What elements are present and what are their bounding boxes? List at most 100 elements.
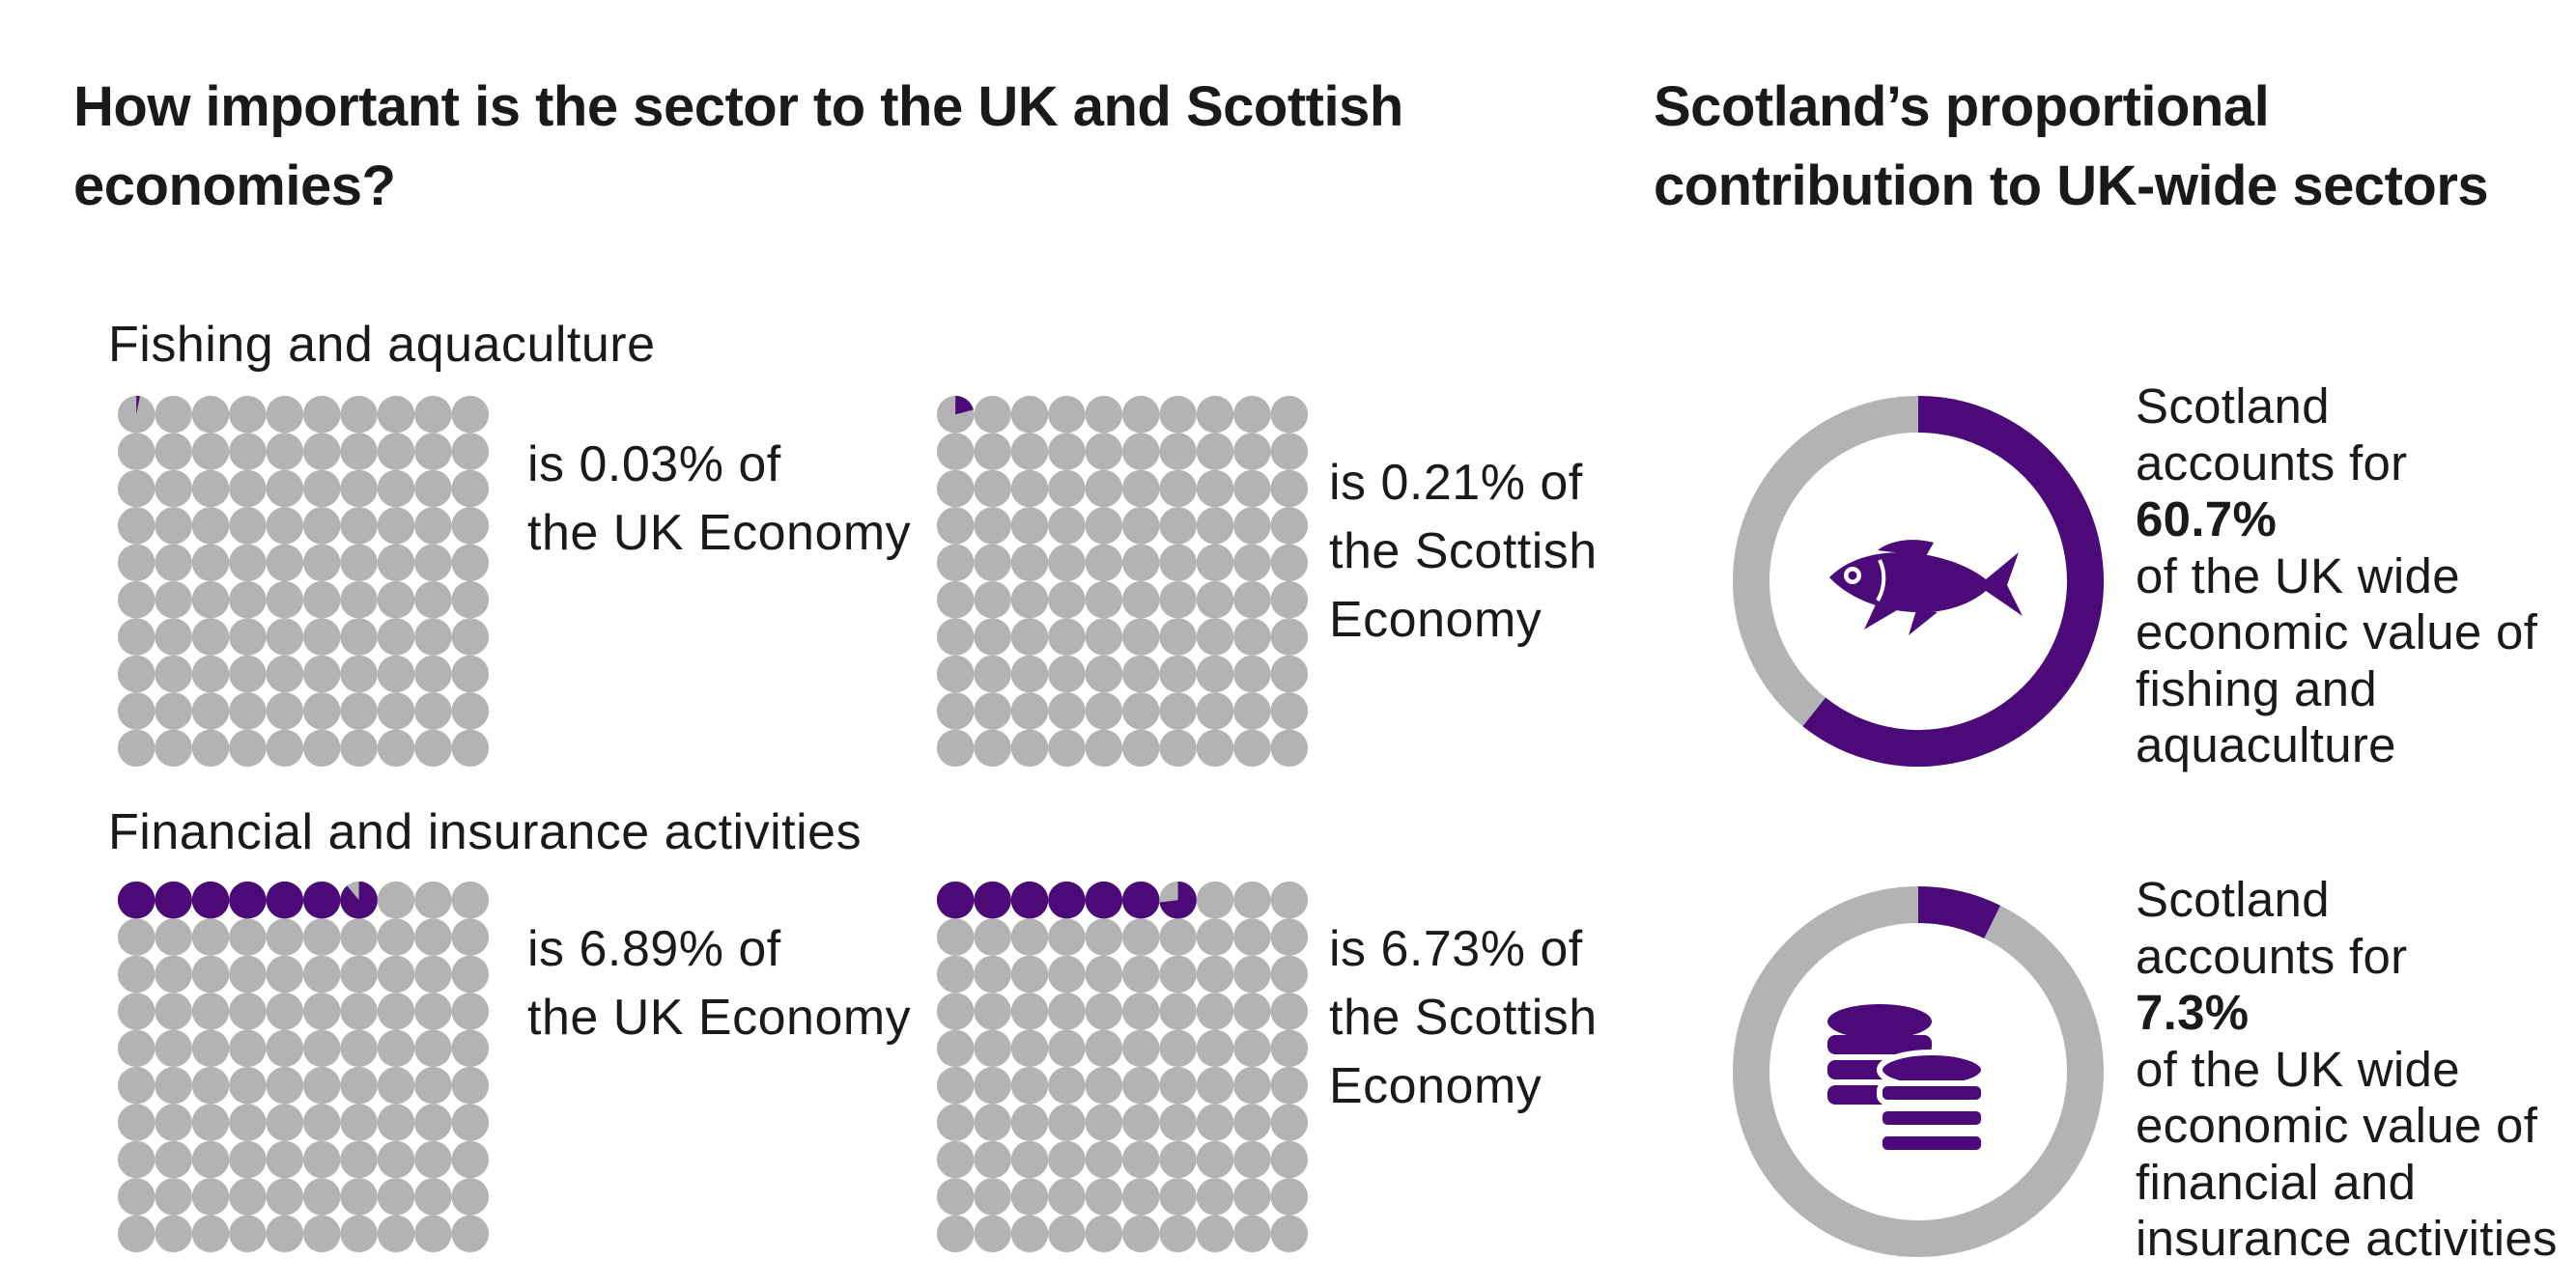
waffle-cell xyxy=(937,1029,975,1068)
waffle-cell xyxy=(229,1029,267,1068)
stat-financial-uk-line1: is 6.89% of xyxy=(527,921,781,977)
waffle-cell xyxy=(1233,507,1271,545)
waffle-cell xyxy=(1196,955,1234,994)
waffle-cell xyxy=(1196,544,1234,582)
waffle-cell xyxy=(377,1215,415,1253)
waffle-cell xyxy=(302,655,341,693)
waffle-cell xyxy=(229,469,267,508)
waffle-cell xyxy=(1085,882,1123,919)
waffle-cell xyxy=(1159,396,1197,434)
waffle-cell xyxy=(266,918,304,956)
waffle-cell xyxy=(1010,433,1049,470)
waffle-cell xyxy=(451,469,490,508)
waffle-cell xyxy=(974,544,1011,582)
waffle-cell xyxy=(155,1140,192,1179)
waffle-cell xyxy=(1085,1066,1123,1105)
waffle-cell xyxy=(377,544,415,582)
waffle-cell xyxy=(155,918,192,956)
waffle-cell xyxy=(1159,882,1197,919)
waffle-cell xyxy=(191,1215,230,1253)
waffle-cell xyxy=(229,1140,267,1179)
waffle-cell xyxy=(1159,993,1197,1030)
waffle-cell xyxy=(118,655,156,693)
waffle-cell xyxy=(1233,618,1271,656)
stat-fishing-scotland-line3: Economy xyxy=(1329,592,1543,648)
waffle-cell xyxy=(229,433,267,470)
waffle-cell xyxy=(191,692,230,730)
waffle-cell xyxy=(229,882,267,919)
waffle-cell xyxy=(377,618,415,656)
waffle-cell xyxy=(340,692,378,730)
waffle-cell xyxy=(451,1215,490,1253)
waffle-cell xyxy=(1048,692,1086,730)
waffle-cell xyxy=(266,1215,304,1253)
section-title-scotland-contribution: Scotland’s proportional contribution to … xyxy=(1654,75,2489,217)
waffle-cell xyxy=(229,993,267,1030)
waffle-cell xyxy=(266,729,304,768)
waffle-cell xyxy=(451,580,490,619)
waffle-cell xyxy=(118,955,156,994)
waffle-cell xyxy=(1010,1029,1049,1068)
waffle-cell xyxy=(451,955,490,994)
waffle-cell xyxy=(414,729,452,768)
waffle-cell xyxy=(377,396,415,434)
waffle-cell xyxy=(340,507,378,545)
waffle-cell xyxy=(302,544,341,582)
waffle-cell xyxy=(974,882,1011,919)
waffle-cell xyxy=(974,507,1011,545)
waffle-cell xyxy=(229,618,267,656)
waffle-cell xyxy=(377,955,415,994)
stat-fishing-scotland-line1: is 0.21% of xyxy=(1329,455,1583,511)
waffle-cell xyxy=(302,729,341,768)
waffle-cell xyxy=(1085,993,1123,1030)
waffle-cell xyxy=(191,580,230,619)
waffle-cell xyxy=(118,692,156,730)
waffle-cell xyxy=(118,993,156,1030)
waffle-cell xyxy=(155,955,192,994)
waffle-cell xyxy=(340,729,378,768)
waffle-cell xyxy=(118,729,156,768)
stat-fishing-scotland-line2: the Scottish xyxy=(1329,523,1598,579)
waffle-cell xyxy=(155,729,192,768)
waffle-cell xyxy=(340,1140,378,1179)
waffle-cell xyxy=(155,580,192,619)
waffle-cell xyxy=(377,655,415,693)
waffle-cell xyxy=(118,469,156,508)
waffle-cell xyxy=(1270,655,1309,693)
waffle-cell xyxy=(1159,692,1197,730)
waffle-cell xyxy=(1010,1104,1049,1141)
waffle-cell xyxy=(1196,433,1234,470)
waffle-cell xyxy=(302,1140,341,1179)
waffle-cell xyxy=(1085,692,1123,730)
waffle-cell xyxy=(155,507,192,545)
waffle-cell xyxy=(974,1066,1011,1105)
waffle-cell xyxy=(1048,1104,1086,1141)
waffle-cell xyxy=(377,507,415,545)
waffle-cell xyxy=(340,918,378,956)
waffle-cell xyxy=(414,1215,452,1253)
waffle-cell xyxy=(451,655,490,693)
waffle-cell xyxy=(377,1178,415,1216)
waffle-cell xyxy=(1010,993,1049,1030)
waffle-cell xyxy=(1121,544,1160,582)
waffle-cell xyxy=(1270,507,1309,545)
waffle-cell xyxy=(155,433,192,470)
waffle-cell xyxy=(302,469,341,508)
stat-fishing-scotland: is 0.21% of the Scottish Economy xyxy=(1329,449,1598,655)
waffle-cell xyxy=(1159,655,1197,693)
waffle-cell xyxy=(340,1178,378,1216)
donut-slice-scotland xyxy=(1917,886,2001,939)
waffle-cell xyxy=(1010,396,1049,434)
callout-financial-line6: financial and xyxy=(2136,1154,2417,1210)
waffle-cell xyxy=(229,580,267,619)
waffle-cell xyxy=(974,1104,1011,1141)
waffle-cell xyxy=(937,955,975,994)
waffle-cell xyxy=(340,1066,378,1105)
waffle-cell xyxy=(1270,993,1309,1030)
waffle-cell xyxy=(155,396,192,434)
waffle-cell xyxy=(302,955,341,994)
waffle-cell xyxy=(191,1029,230,1068)
waffle-cell xyxy=(155,993,192,1030)
waffle-cell xyxy=(1159,1215,1197,1253)
waffle-cell xyxy=(974,655,1011,693)
